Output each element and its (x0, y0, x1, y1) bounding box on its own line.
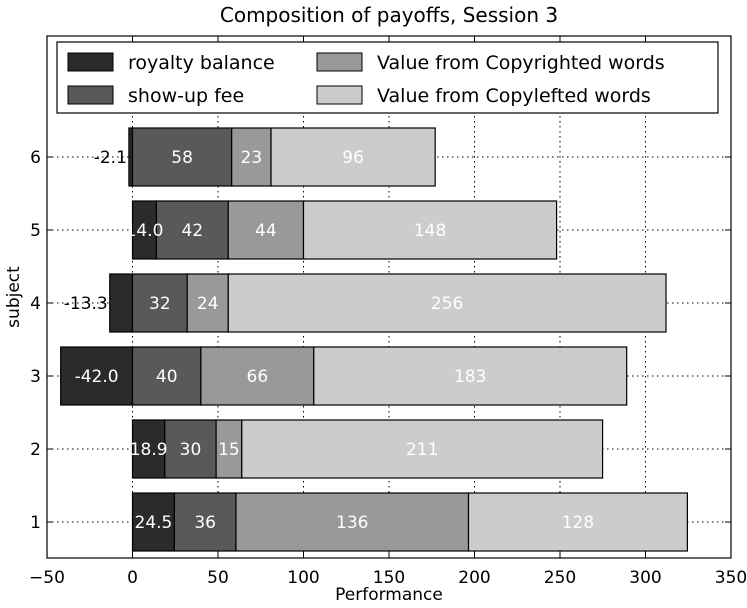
bar-value-label: 58 (171, 148, 193, 168)
x-tick-label: 100 (287, 568, 319, 588)
legend-swatch (67, 52, 114, 72)
bar-value-label: 42 (182, 221, 204, 241)
legend: royalty balance show-up fee Value from Cop… (56, 41, 719, 114)
bar-segment (155, 200, 229, 260)
bar-value-label: 32 (149, 294, 171, 314)
bar-value-label: -2.1 (94, 148, 127, 168)
x-tick-label: 350 (715, 568, 747, 588)
bar-segment (173, 492, 237, 552)
bar-segment (227, 200, 305, 260)
bar-value-label: -13.3 (64, 294, 108, 314)
y-tick-label: 5 (30, 221, 41, 241)
bar-segment (164, 419, 217, 479)
legend-box (56, 41, 719, 114)
bar-value-label: 148 (414, 221, 446, 241)
bar-value-label: 24 (197, 294, 219, 314)
bar-value-label: -42.0 (75, 367, 119, 387)
bar-value-label: 183 (454, 367, 486, 387)
bar-segment (227, 273, 667, 333)
bar-labels: 24.5 36 136 128 18.9 30 15 211 -42.0 40 66 183 -13.3… (64, 148, 594, 533)
bar-segment (241, 419, 604, 479)
y-tick-label: 1 (30, 513, 41, 533)
bar-segment (131, 346, 202, 406)
bar-segment (109, 273, 134, 333)
bar-segment (215, 419, 243, 479)
x-tick-label: −50 (29, 568, 65, 588)
bar-value-label: 30 (180, 440, 202, 460)
x-tick-label: 200 (458, 568, 490, 588)
bar-value-label: 66 (247, 367, 269, 387)
x-axis-label: Performance (335, 585, 443, 605)
bar-value-label: 24.5 (135, 513, 173, 533)
y-tick-label: 2 (30, 440, 41, 460)
legend-label: Value from Copylefted words (377, 85, 651, 107)
bar-value-label: 128 (562, 513, 594, 533)
legend-swatch (316, 85, 363, 105)
bar-value-label: 14.0 (126, 221, 164, 241)
legend-label: show-up fee (128, 85, 244, 107)
bar-segment (131, 127, 233, 187)
bar-value-label: 136 (336, 513, 368, 533)
legend-swatch (316, 52, 363, 72)
bar-segment (235, 492, 470, 552)
chart-title: Composition of payoffs, Session 3 (220, 3, 558, 27)
x-tick-label: 300 (629, 568, 661, 588)
bar-segment (186, 273, 229, 333)
bar-value-label: 18.9 (130, 440, 168, 460)
bar-segment (270, 127, 436, 187)
bar-value-label: 36 (194, 513, 216, 533)
bar-segment (313, 346, 628, 406)
bar-segment (200, 346, 315, 406)
legend-label: royalty balance (128, 52, 275, 74)
bar-value-label: 44 (255, 221, 277, 241)
bar-segment (467, 492, 688, 552)
legend-label: Value from Copyrighted words (377, 52, 665, 74)
bar-value-label: 15 (218, 440, 240, 460)
bar-segment (131, 419, 166, 479)
bar-segment (302, 200, 558, 260)
bars (60, 127, 688, 552)
bar-value-label: 211 (406, 440, 438, 460)
bar-value-label: 96 (342, 148, 364, 168)
bar-value-label: 256 (431, 294, 463, 314)
y-axis-label: subject (4, 266, 24, 328)
legend-swatch (67, 85, 114, 105)
x-tick-label: 0 (127, 568, 138, 588)
x-tick-label: 250 (544, 568, 576, 588)
bar-segment (131, 273, 188, 333)
y-tick-label: 4 (30, 294, 41, 314)
bar-value-label: 23 (241, 148, 263, 168)
bar-value-label: 40 (156, 367, 178, 387)
x-tick-label: 50 (207, 568, 229, 588)
y-tick-label: 6 (30, 148, 41, 168)
y-tick-label: 3 (30, 367, 41, 387)
bar-segment (231, 127, 272, 187)
x-tick-label: 150 (373, 568, 405, 588)
